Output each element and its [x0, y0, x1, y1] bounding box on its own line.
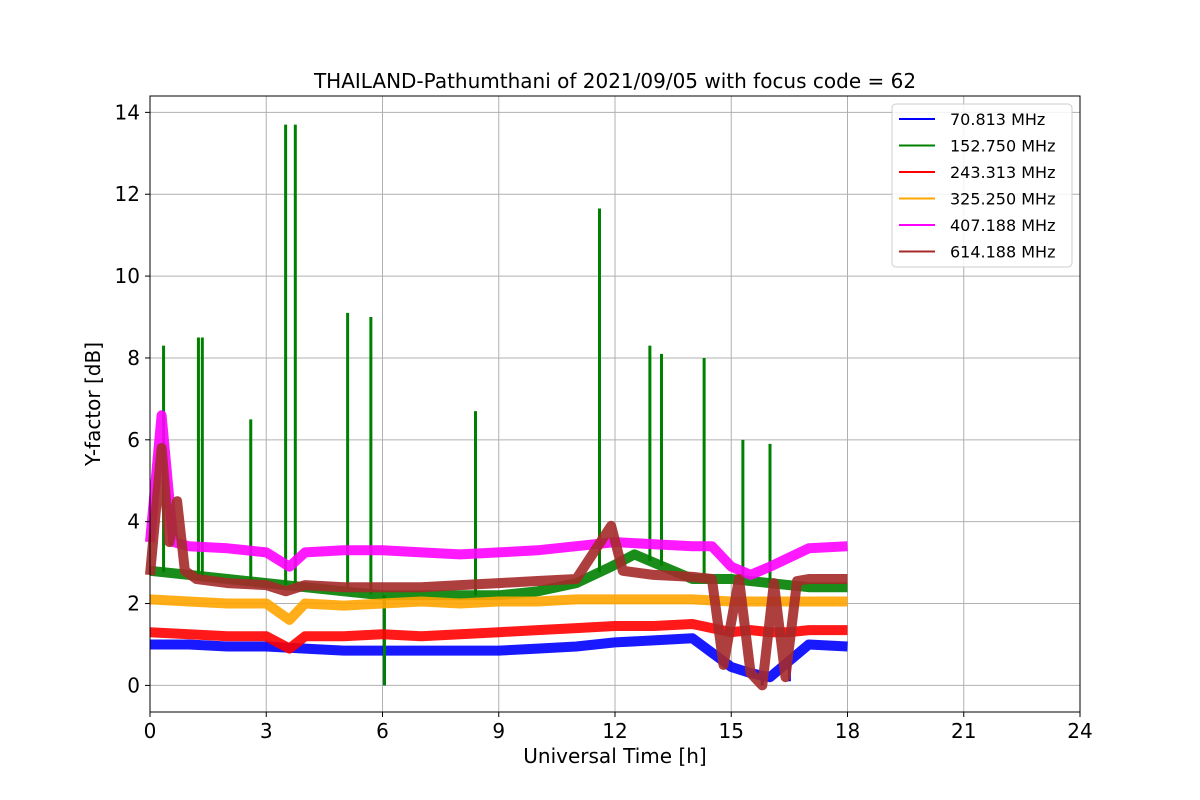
y-tick-label: 6 — [127, 428, 140, 452]
y-tick-label: 2 — [127, 592, 140, 616]
x-tick-label: 6 — [376, 719, 389, 743]
x-tick-label: 18 — [835, 719, 860, 743]
x-tick-label: 15 — [719, 719, 744, 743]
legend-label: 614.188 MHz — [950, 243, 1055, 262]
series-3 — [149, 594, 848, 625]
legend-label: 70.813 MHz — [950, 110, 1045, 129]
x-tick-label: 12 — [602, 719, 627, 743]
x-axis-label: Universal Time [h] — [523, 744, 706, 768]
x-tick-label: 9 — [492, 719, 505, 743]
y-tick-label: 12 — [115, 182, 140, 206]
x-tick-label: 3 — [260, 719, 273, 743]
y-tick-label: 0 — [127, 673, 140, 697]
y-tick-label: 14 — [115, 100, 140, 124]
series-2 — [149, 619, 848, 654]
legend: 70.813 MHz 152.750 MHz 243.313 MHz 325.250 … — [891, 103, 1073, 268]
legend-label: 152.750 MHz — [950, 137, 1055, 156]
series-4 — [145, 410, 848, 580]
series-5-line — [145, 443, 848, 691]
y-tick-label: 8 — [127, 346, 140, 370]
series-5 — [145, 443, 848, 691]
x-tick-label: 0 — [144, 719, 157, 743]
chart-title: THAILAND-Pathumthani of 2021/09/05 with … — [313, 69, 916, 93]
legend-label: 325.250 MHz — [950, 190, 1055, 209]
series-3-line — [149, 594, 848, 625]
x-tick-label: 21 — [951, 719, 976, 743]
y-axis-label: Y-factor [dB] — [81, 342, 105, 467]
legend-box — [891, 103, 1073, 268]
y-tick-label: 4 — [127, 510, 140, 534]
legend-label: 243.313 MHz — [950, 163, 1055, 182]
series-2-line — [149, 619, 848, 654]
series-layer — [145, 124, 848, 691]
y-tick-label: 10 — [115, 264, 140, 288]
series-4-line — [145, 410, 848, 580]
legend-label: 407.188 MHz — [950, 216, 1055, 235]
x-tick-label: 24 — [1067, 719, 1092, 743]
